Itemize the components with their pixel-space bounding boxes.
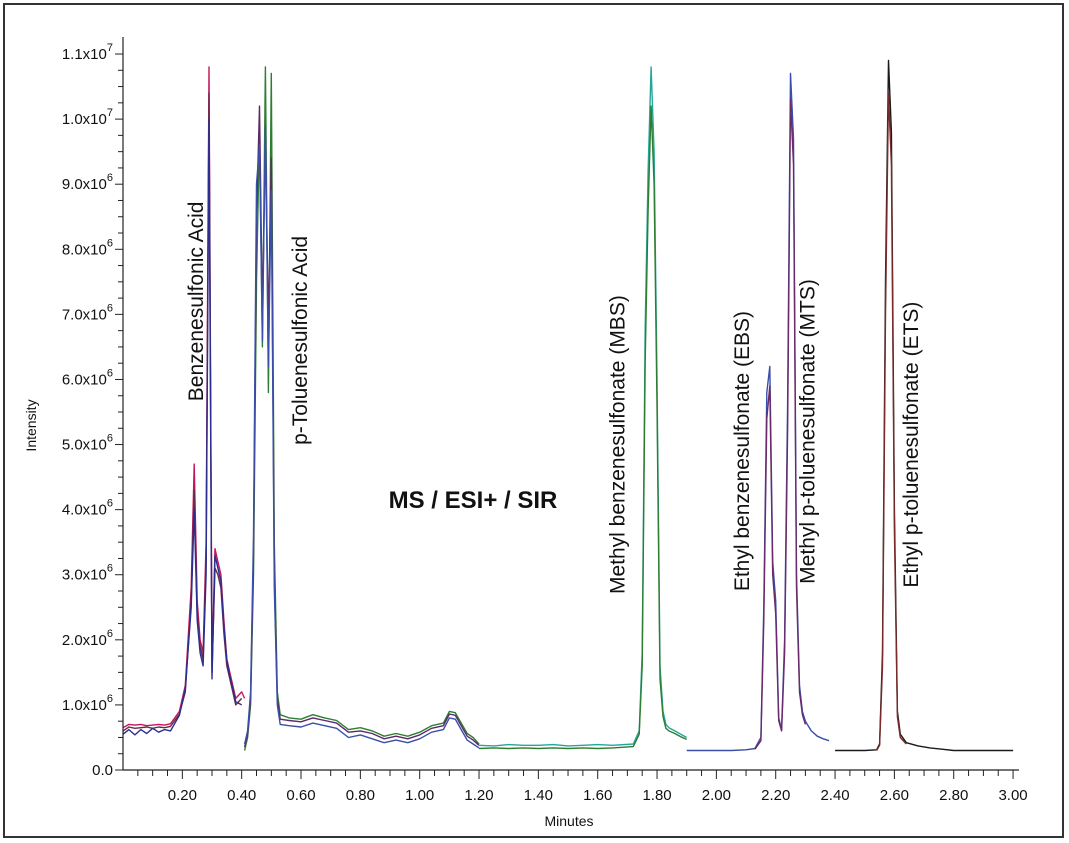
y-tick-label: 7.0x106 bbox=[62, 302, 113, 323]
peak-annotation-3: Methyl benzenesulfonate (MBS) bbox=[606, 295, 629, 594]
x-tick-label: 2.20 bbox=[761, 787, 790, 804]
x-tick-label: 2.80 bbox=[939, 787, 968, 804]
x-tick-label: 1.20 bbox=[464, 787, 493, 804]
x-tick-label: 0.60 bbox=[286, 787, 315, 804]
x-tick-label: 3.00 bbox=[998, 787, 1027, 804]
y-tick-label: 0.0 bbox=[92, 762, 113, 779]
x-tick-label: 1.00 bbox=[405, 787, 434, 804]
x-tick-label: 2.60 bbox=[880, 787, 909, 804]
series-line-2 bbox=[122, 92, 243, 732]
y-tick-label: 8.0x106 bbox=[62, 237, 113, 258]
x-tick-label: 0.20 bbox=[168, 787, 197, 804]
peak-annotation-5: Methyl p-toluenesulfonate (MTS) bbox=[796, 279, 819, 584]
peak-annotation-4: Ethyl benzenesulfonate (EBS) bbox=[731, 311, 754, 591]
y-tick-label: 1.0x107 bbox=[62, 107, 113, 128]
x-tick-label: 2.00 bbox=[702, 787, 731, 804]
y-tick-label: 4.0x106 bbox=[62, 498, 113, 519]
y-tick-label: 3.0x106 bbox=[62, 563, 113, 584]
peak-annotation-6: Ethyl p-toluenesulfonate (ETS) bbox=[900, 302, 923, 588]
series-line-12 bbox=[875, 92, 907, 751]
y-axis-title: Intensity bbox=[23, 399, 39, 451]
series-line-8 bbox=[478, 105, 687, 750]
series-line-4 bbox=[243, 66, 480, 751]
series-line-1 bbox=[122, 66, 246, 729]
ticks-layer: 0.20 0.40 0.60 0.80 1.00 1.20 1.40 1.60 1.80 2.00… bbox=[62, 42, 1028, 804]
x-tick-label: 0.80 bbox=[346, 787, 375, 804]
y-tick-label: 5.0x106 bbox=[62, 433, 113, 454]
series-line-7 bbox=[478, 66, 688, 747]
x-tick-label: 1.60 bbox=[583, 787, 612, 804]
axes-layer bbox=[122, 37, 1019, 771]
y-tick-label: 6.0x106 bbox=[62, 367, 113, 388]
x-tick-label: 2.40 bbox=[820, 787, 849, 804]
chart-title: MS / ESI+ / SIR bbox=[389, 487, 558, 514]
x-tick-label: 1.80 bbox=[642, 787, 671, 804]
series-line-10 bbox=[754, 98, 807, 750]
labels-layer: Benzenesulfonic Acid p-Toluenesulfonic Ac… bbox=[185, 202, 923, 594]
series-line-11 bbox=[835, 59, 1014, 752]
series-line-3 bbox=[122, 118, 243, 736]
peak-annotation-1: Benzenesulfonic Acid bbox=[185, 202, 208, 402]
series-line-5 bbox=[243, 105, 480, 748]
chart-frame: 0.20 0.40 0.60 0.80 1.00 1.20 1.40 1.60 1.80 2.00… bbox=[3, 3, 1064, 838]
x-tick-label: 0.40 bbox=[227, 787, 256, 804]
series-line-6 bbox=[243, 124, 480, 749]
y-tick-label: 1.0x106 bbox=[62, 693, 113, 714]
x-axis-title: Minutes bbox=[544, 813, 593, 829]
y-tick-label: 9.0x106 bbox=[62, 172, 113, 193]
peak-annotation-2: p-Toluenesulfonic Acid bbox=[289, 236, 312, 445]
chromatogram-chart: 0.20 0.40 0.60 0.80 1.00 1.20 1.40 1.60 1.80 2.00… bbox=[23, 37, 1028, 829]
y-tick-label: 2.0x106 bbox=[62, 628, 113, 649]
y-tick-label: 1.1x107 bbox=[62, 42, 113, 63]
x-tick-label: 1.40 bbox=[524, 787, 553, 804]
series-layer bbox=[122, 59, 1014, 752]
